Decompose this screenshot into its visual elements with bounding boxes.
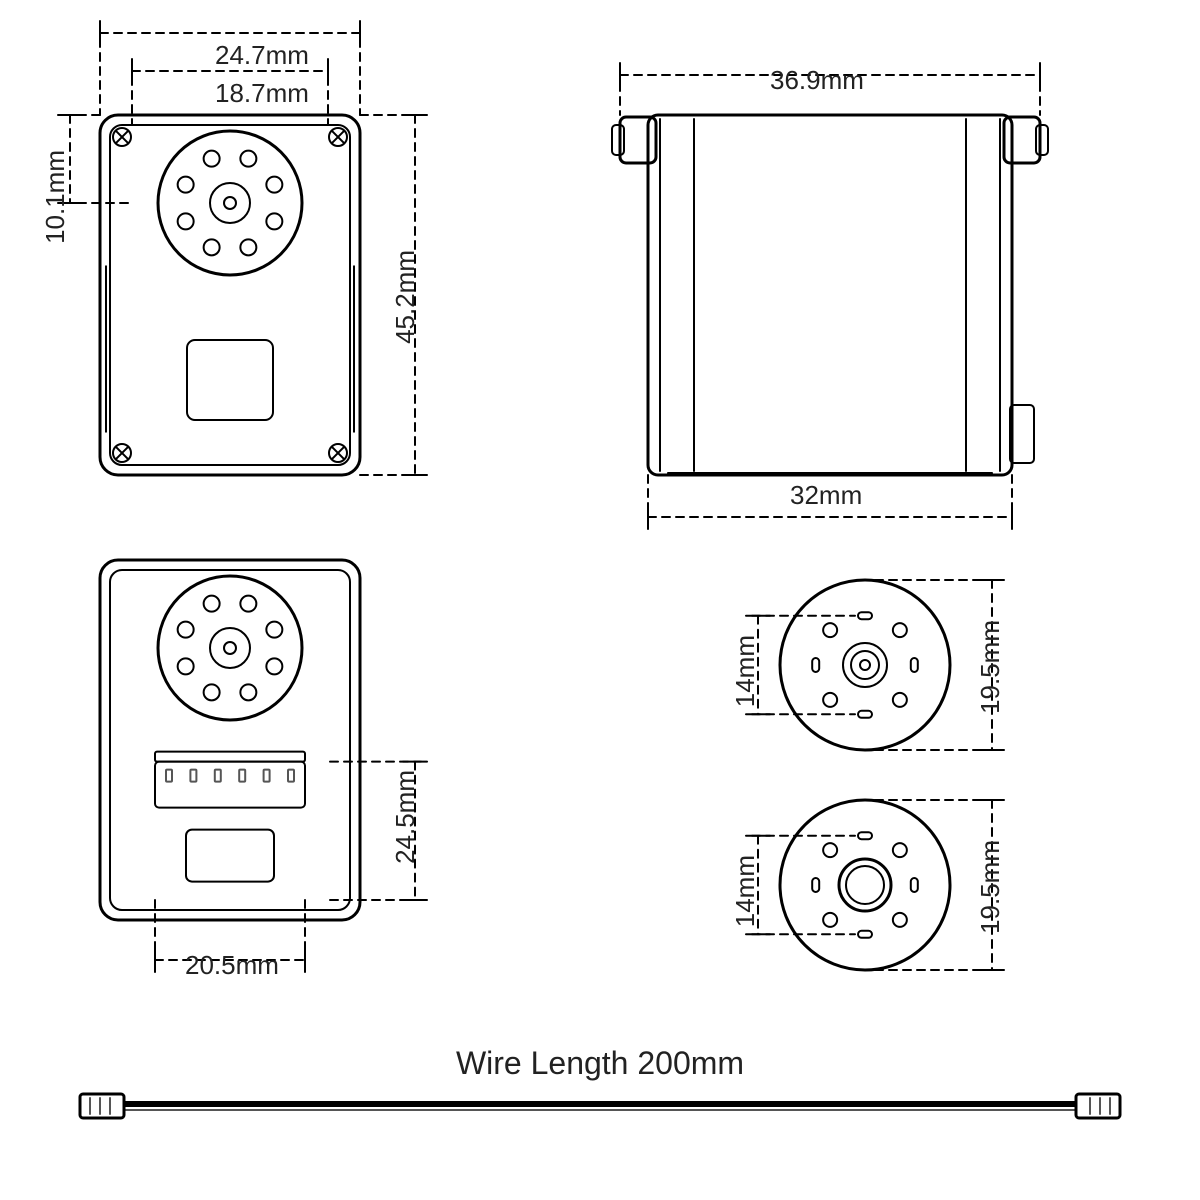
dim-10-1: 10.1mm: [40, 150, 71, 244]
dim-36-9: 36.9mm: [770, 65, 864, 96]
dim-hub-b-14: 14mm: [730, 855, 761, 927]
wire-length-label: Wire Length 200mm: [0, 1045, 1200, 1082]
dim-18-7: 18.7mm: [215, 78, 309, 109]
dim-24-5: 24.5mm: [390, 770, 421, 864]
technical-drawing: 24.7mm 18.7mm 10.1mm 45.2mm 36.9mm 32mm …: [0, 0, 1200, 1200]
dim-32: 32mm: [790, 480, 862, 511]
dim-hub-a-14: 14mm: [730, 635, 761, 707]
dim-24-7: 24.7mm: [215, 40, 309, 71]
dim-45-2: 45.2mm: [390, 250, 421, 344]
dim-hub-a-195: 19.5mm: [975, 620, 1006, 714]
dim-20-5: 20.5mm: [185, 950, 279, 981]
dim-hub-b-195: 19.5mm: [975, 840, 1006, 934]
